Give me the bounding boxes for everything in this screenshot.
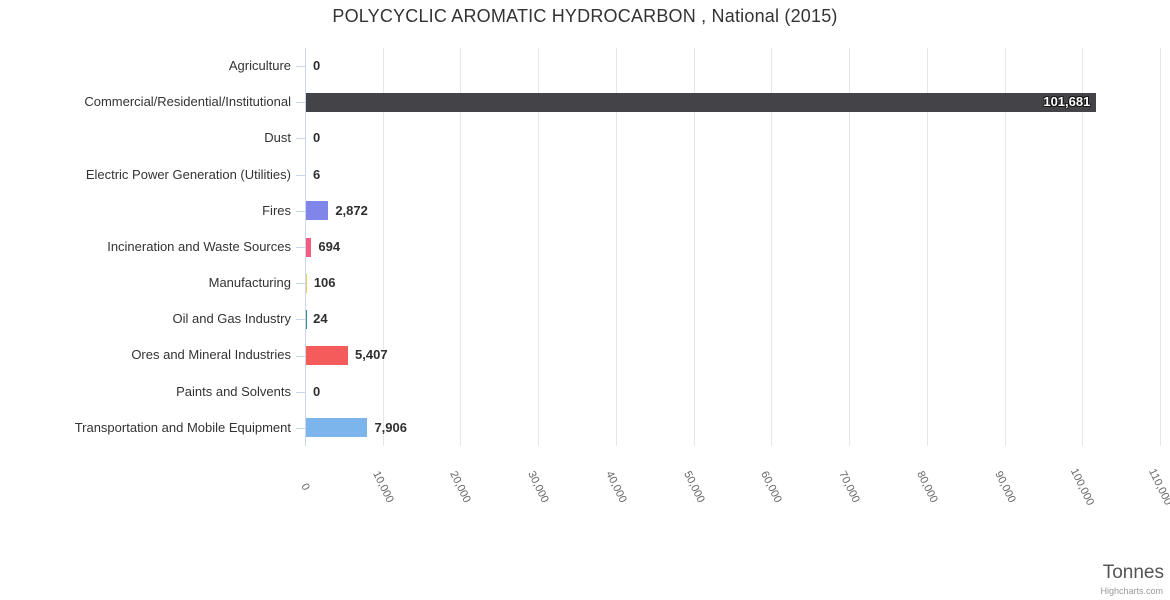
- y-axis-tick: [296, 427, 305, 429]
- category-label: Fires: [262, 202, 291, 218]
- bar[interactable]: [306, 92, 1097, 112]
- highcharts-credit[interactable]: Highcharts.com: [1100, 586, 1163, 596]
- category-label: Dust: [264, 130, 291, 146]
- x-gridline: [460, 48, 462, 446]
- category-label: Transportation and Mobile Equipment: [74, 419, 291, 435]
- y-axis-tick: [296, 391, 305, 393]
- value-label: 6: [313, 166, 321, 182]
- x-axis-tick-label: 10,000: [369, 469, 396, 505]
- category-label: Electric Power Generation (Utilities): [85, 166, 291, 182]
- category-label: Manufacturing: [208, 275, 291, 291]
- x-gridline: [1160, 48, 1161, 446]
- x-axis-tick-label: 90,000: [991, 469, 1018, 505]
- value-label: 7,906: [374, 419, 407, 435]
- x-axis-tick-label: 60,000: [758, 469, 785, 505]
- bar[interactable]: [306, 418, 368, 438]
- value-label: 2,872: [335, 202, 368, 218]
- x-axis-tick-label: 110,000: [1146, 466, 1170, 508]
- y-axis-tick: [296, 283, 305, 285]
- category-label: Agriculture: [228, 58, 291, 73]
- category-label: Paints and Solvents: [176, 383, 291, 399]
- x-axis-tick-label: 30,000: [525, 469, 551, 505]
- y-axis-tick: [296, 174, 305, 176]
- value-label: 0: [313, 383, 321, 399]
- bar[interactable]: [306, 346, 349, 366]
- bar[interactable]: [306, 273, 307, 293]
- x-axis-tick-label: 50,000: [680, 469, 707, 505]
- y-axis-tick: [296, 319, 305, 321]
- y-axis-tick: [296, 355, 305, 357]
- bar[interactable]: [306, 237, 312, 257]
- x-gridline: [615, 48, 617, 446]
- y-axis-tick: [296, 247, 305, 248]
- x-axis-tick-label: 70,000: [836, 469, 862, 505]
- y-axis-tick: [296, 102, 305, 104]
- value-label: 0: [313, 58, 321, 73]
- x-axis-tick-label: 0: [298, 481, 312, 493]
- x-gridline: [1004, 48, 1006, 446]
- y-axis-tick: [296, 66, 305, 68]
- x-gridline: [926, 48, 928, 446]
- value-label: 24: [313, 311, 328, 327]
- x-gridline: [1082, 48, 1084, 446]
- category-label: Incineration and Waste Sources: [107, 238, 291, 254]
- bar[interactable]: [306, 201, 329, 221]
- chart-title: POLYCYCLIC AROMATIC HYDROCARBON , Nation…: [332, 6, 838, 26]
- value-label: 101,681: [1043, 94, 1091, 110]
- x-gridline: [382, 48, 384, 446]
- x-axis-tick-label: 80,000: [914, 469, 940, 505]
- x-gridline: [771, 48, 773, 446]
- x-axis-tick-label: 20,000: [447, 469, 474, 505]
- x-gridline: [849, 48, 851, 446]
- value-label: 5,407: [355, 347, 388, 363]
- category-label: Oil and Gas Industry: [172, 311, 292, 327]
- x-gridline: [538, 48, 540, 446]
- category-label: Commercial/Residential/Institutional: [84, 94, 291, 110]
- y-axis-tick: [296, 210, 305, 212]
- x-axis-tick-label: 40,000: [603, 469, 629, 505]
- y-axis-tick: [296, 138, 305, 140]
- y-axis-line: [305, 48, 306, 446]
- value-label: 0: [313, 130, 321, 146]
- value-label: 694: [318, 238, 341, 254]
- x-gridline: [693, 48, 695, 446]
- x-axis-title: Tonnes: [1102, 562, 1164, 583]
- value-label: 106: [313, 275, 336, 291]
- x-axis-tick-label: 100,000: [1068, 466, 1097, 508]
- category-label: Ores and Mineral Industries: [131, 347, 291, 363]
